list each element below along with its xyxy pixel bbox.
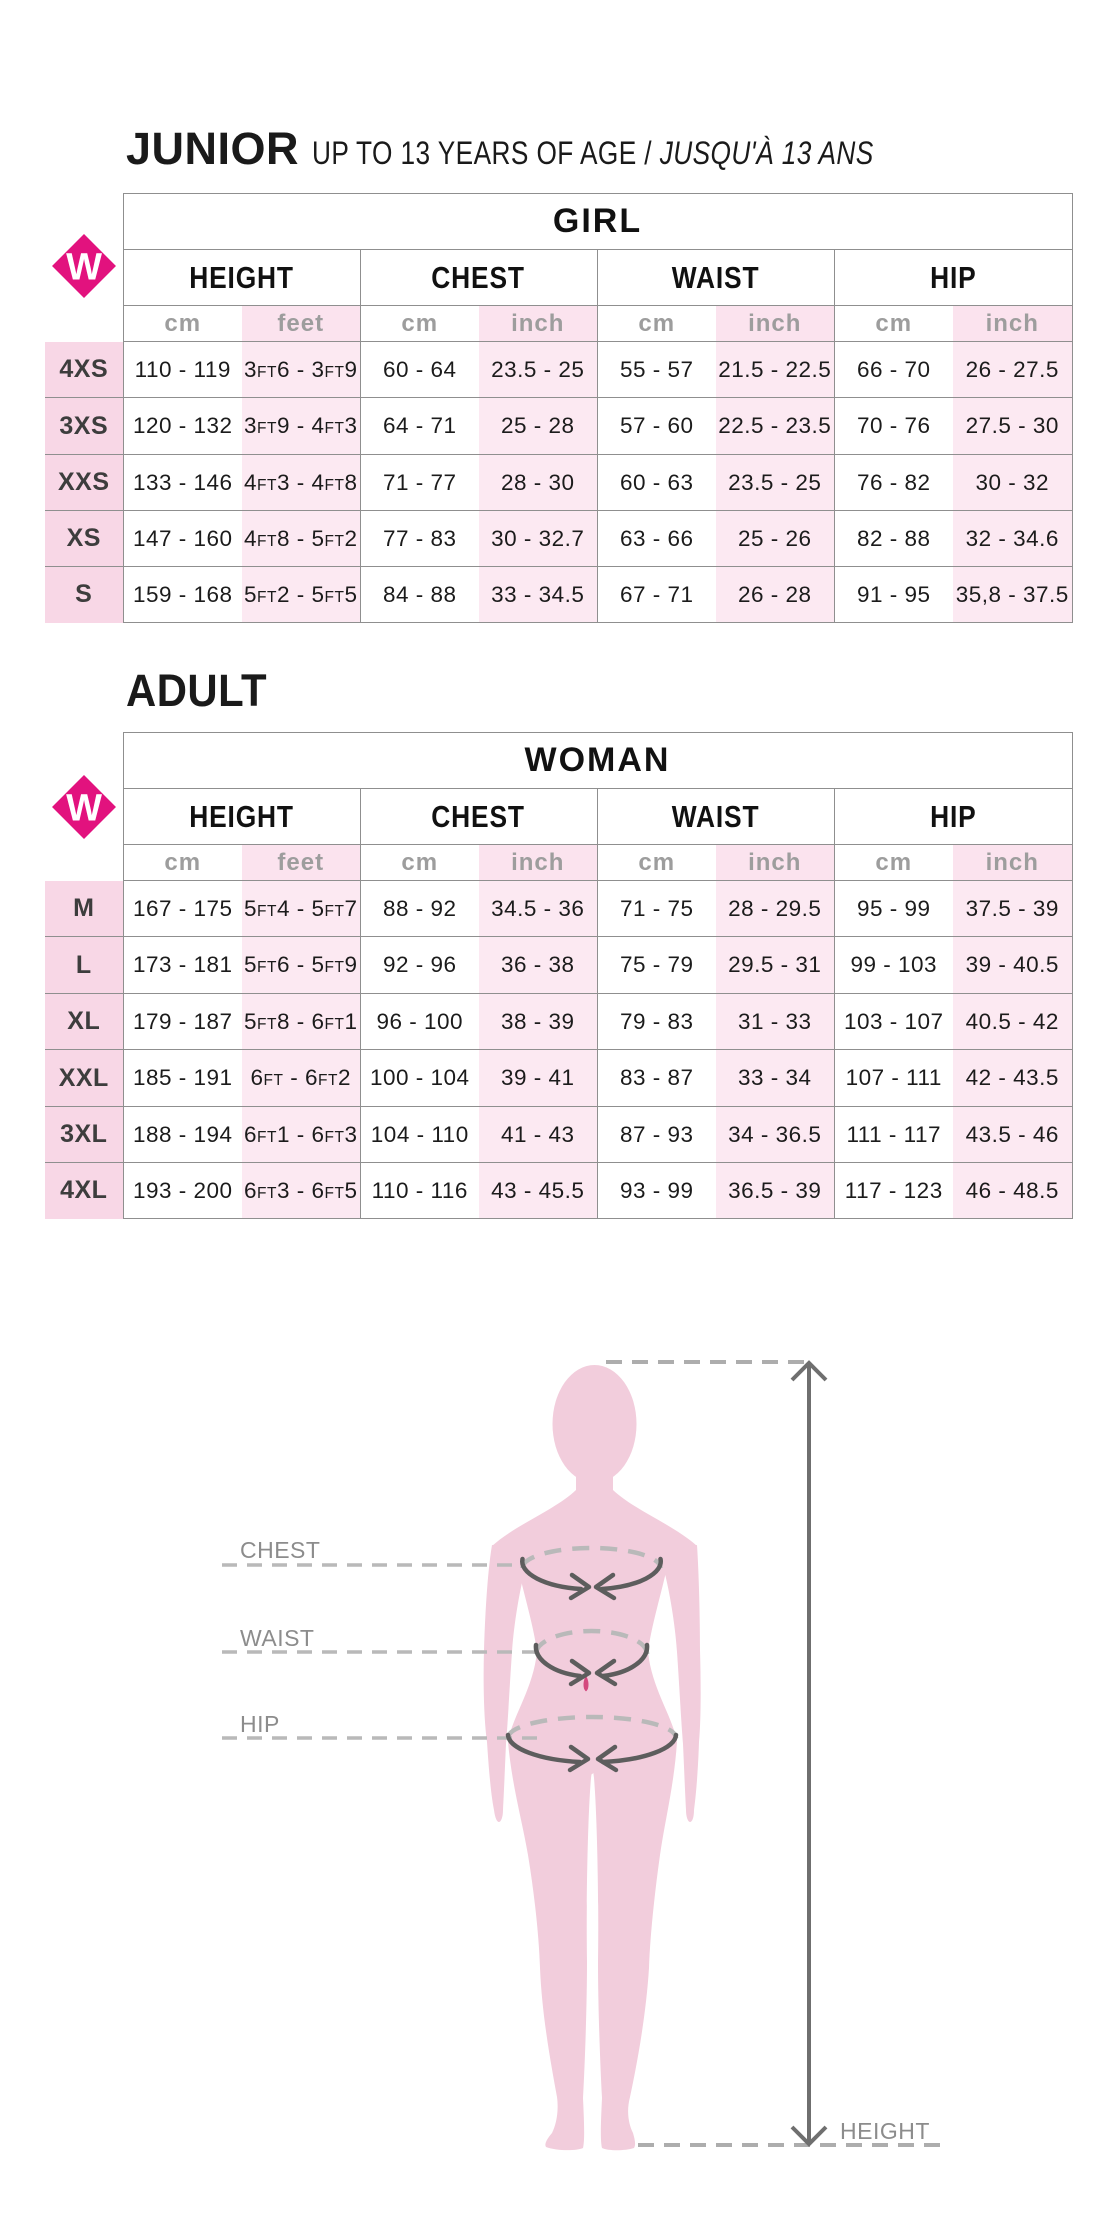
svg-text:CHEST: CHEST	[240, 1537, 320, 1563]
svg-text:W: W	[66, 788, 102, 830]
svg-text:WAIST: WAIST	[240, 1625, 314, 1651]
svg-text:HEIGHT: HEIGHT	[840, 2118, 930, 2144]
svg-text:HIP: HIP	[240, 1711, 280, 1737]
svg-text:W: W	[66, 247, 102, 289]
